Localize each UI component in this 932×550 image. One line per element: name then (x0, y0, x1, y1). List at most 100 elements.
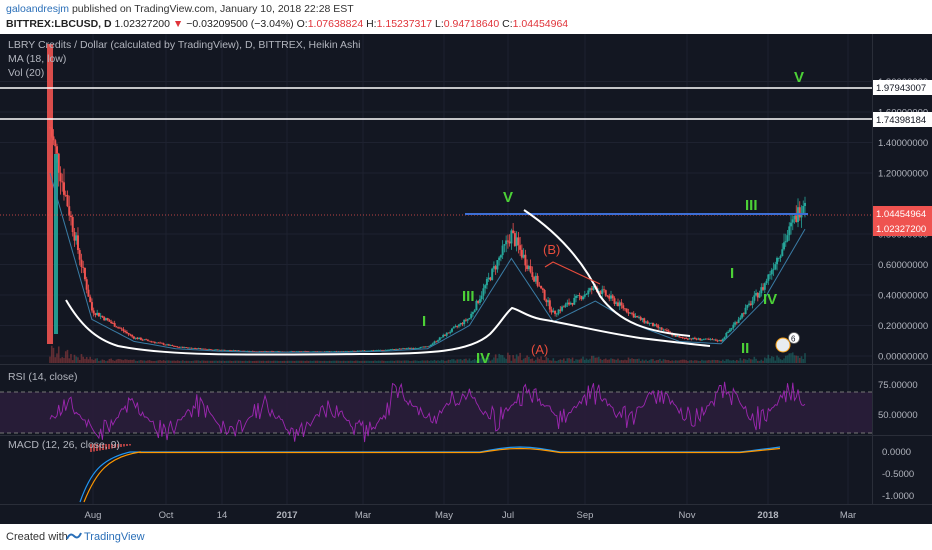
candle-body (169, 345, 172, 346)
candle-body (419, 346, 422, 348)
candle-body (503, 244, 506, 246)
candle-body (639, 317, 642, 320)
volume-bar (423, 360, 425, 363)
volume-bar (589, 358, 591, 363)
candle-body (463, 319, 466, 325)
volume-bar (452, 359, 455, 363)
ideas-icon[interactable] (775, 337, 791, 353)
author-link[interactable]: galoandresjm (6, 3, 70, 15)
candle-body (423, 346, 426, 348)
candle-body (613, 298, 616, 304)
time-axis: Aug Oct 14 2017 Mar May Jul Sep Nov 2018 Mar (85, 510, 857, 521)
candle-body (218, 349, 221, 351)
candle-body (699, 338, 702, 341)
candle-body (643, 318, 646, 323)
wave-label-v-top: V (794, 69, 804, 86)
time-tick: 14 (217, 510, 228, 521)
chart-svg[interactable]: 2.200000001.800000001.600000001.40000000… (0, 16, 932, 524)
candle-body (713, 339, 716, 341)
volume-bar (538, 359, 541, 363)
volume-bar (494, 354, 497, 363)
candle-body (164, 344, 167, 346)
candle-body (54, 154, 58, 334)
candle-body (305, 351, 308, 352)
candle-body (52, 136, 55, 141)
candle-body (379, 349, 382, 351)
volume-bar (550, 360, 553, 363)
candle-body (187, 347, 190, 349)
candle-body (583, 294, 586, 297)
candle-body (519, 245, 522, 250)
candle-body (59, 172, 62, 182)
candle-body (725, 332, 728, 338)
rsi-tick: 50.00000 (878, 410, 918, 421)
candle-body (681, 337, 684, 339)
candle-body (66, 194, 69, 207)
volume-bar (136, 360, 139, 363)
volume-bar (396, 360, 399, 363)
volume-bar (297, 360, 299, 363)
candle-body (791, 219, 794, 223)
volume-bar (262, 360, 265, 363)
volume-bar (402, 360, 404, 363)
candle-body (442, 335, 445, 338)
candle-body (347, 351, 350, 352)
volume-bar (573, 360, 576, 363)
volume-bar (147, 360, 149, 363)
candle-body (125, 331, 128, 334)
volume-bar (257, 360, 259, 363)
candle-body (494, 266, 497, 270)
candle-body (416, 348, 419, 349)
volume-bar (711, 359, 714, 363)
candle-body (239, 350, 242, 352)
candle-body (82, 267, 85, 268)
volume-bar (381, 360, 383, 363)
candle-body (762, 287, 765, 290)
candle-body (384, 349, 387, 351)
volume-bar (325, 360, 327, 363)
candle-body (786, 235, 789, 242)
candle-body (370, 350, 373, 352)
candle-body (251, 351, 254, 352)
candle-body (482, 288, 485, 296)
volume-bar (770, 356, 773, 363)
volume-bar (447, 359, 450, 363)
volume-bar (106, 360, 109, 363)
volume-bar (695, 360, 698, 363)
footer: Created with TradingView (0, 524, 932, 550)
signal-line (83, 447, 781, 503)
candle-body (381, 349, 384, 351)
candle-body (704, 338, 707, 340)
candle-body (527, 266, 530, 270)
trend-curve-upper[interactable] (523, 209, 691, 337)
volume-bar (549, 360, 551, 363)
volume-bar (556, 360, 558, 363)
candle-body (440, 337, 443, 339)
volume-bar (182, 360, 184, 363)
volume-bar (159, 360, 161, 363)
volume-bar (379, 360, 382, 363)
ideas-badge[interactable] (788, 332, 800, 344)
volume-bar (166, 360, 168, 363)
candle-body (227, 350, 230, 351)
volume-bar (251, 360, 254, 363)
time-tick: Sep (577, 510, 594, 521)
candle-body (470, 313, 473, 318)
macd-histogram-bar (129, 444, 131, 446)
chart-area[interactable]: 2.200000001.800000001.600000001.40000000… (0, 16, 932, 524)
volume-bar (246, 360, 249, 363)
volume-bar (667, 360, 670, 363)
trend-curve-lower[interactable] (65, 299, 711, 356)
candle-body (637, 317, 640, 318)
tradingview-link[interactable]: TradingView (84, 531, 145, 543)
candle-body (138, 337, 141, 340)
rsi-band (0, 392, 872, 433)
candle-body (298, 351, 301, 353)
volume-bar (678, 360, 680, 363)
volume-bar (543, 360, 546, 363)
candle-body (573, 297, 576, 305)
volume-bar (545, 356, 548, 363)
candle-body (718, 340, 721, 342)
volume-bar (750, 359, 752, 363)
volume-bar (676, 360, 679, 363)
